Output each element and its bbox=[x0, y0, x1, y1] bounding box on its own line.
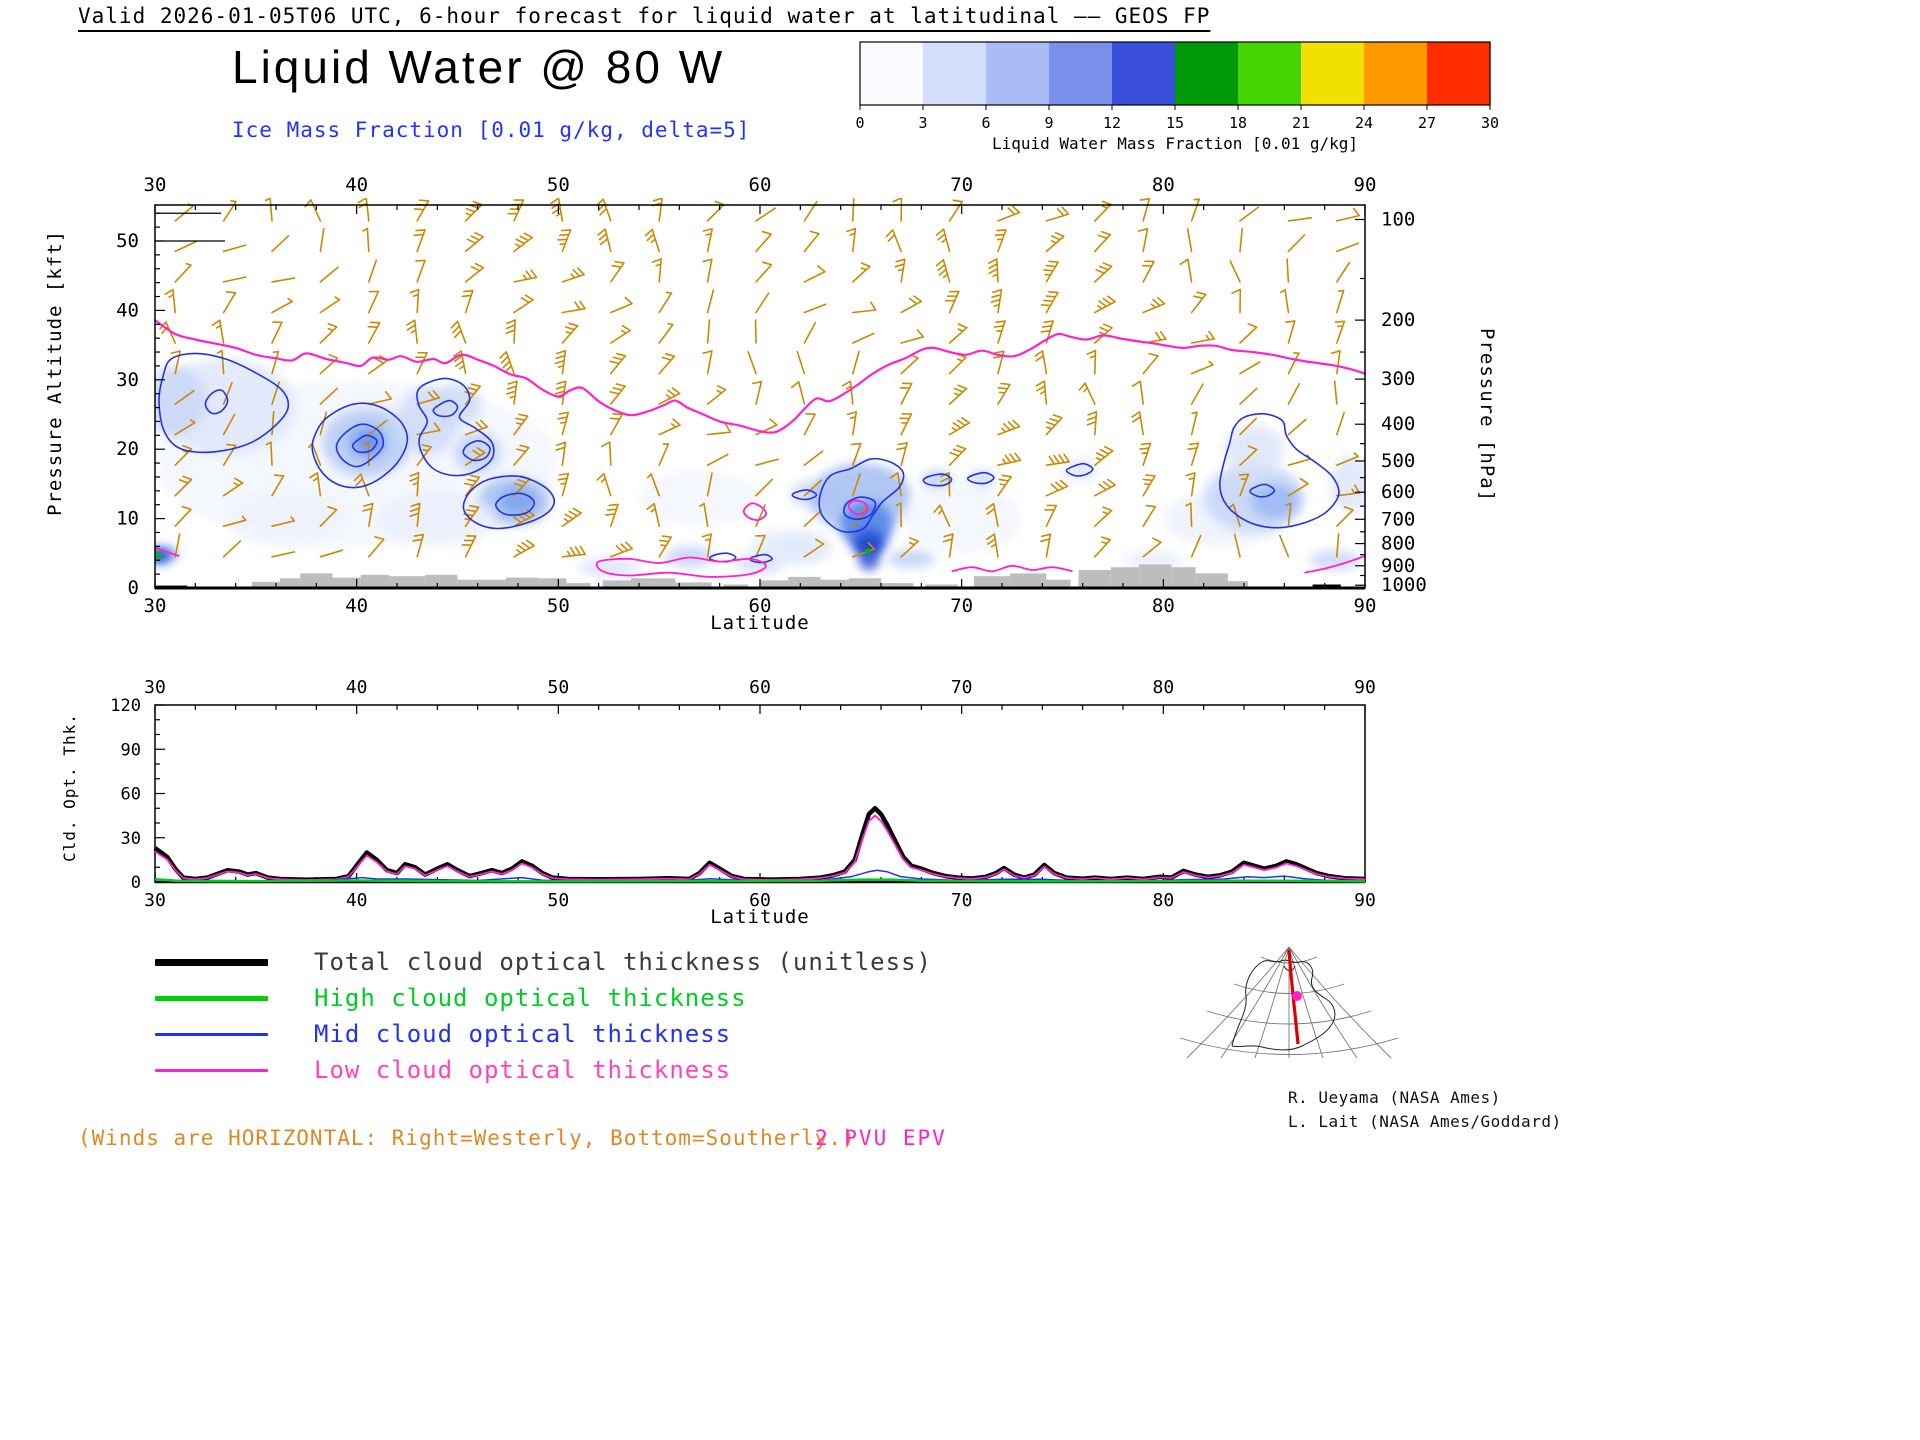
svg-text:30: 30 bbox=[144, 677, 166, 698]
svg-text:800: 800 bbox=[1381, 533, 1415, 555]
svg-text:30: 30 bbox=[144, 595, 167, 617]
legend-swatch bbox=[155, 1032, 268, 1036]
svg-text:0: 0 bbox=[855, 114, 864, 132]
svg-text:60: 60 bbox=[121, 785, 141, 805]
legend: Total cloud optical thickness (unitless)… bbox=[155, 944, 932, 1088]
svg-text:60: 60 bbox=[749, 677, 771, 698]
svg-text:50: 50 bbox=[547, 677, 569, 698]
svg-text:21: 21 bbox=[1292, 114, 1310, 132]
svg-text:70: 70 bbox=[950, 174, 973, 196]
svg-text:80: 80 bbox=[1152, 174, 1175, 196]
svg-text:900: 900 bbox=[1381, 555, 1415, 577]
main-x-axis-title: Latitude bbox=[710, 612, 810, 634]
legend-item: High cloud optical thickness bbox=[155, 980, 932, 1016]
svg-text:70: 70 bbox=[951, 890, 973, 911]
svg-text:120: 120 bbox=[110, 696, 141, 716]
legend-swatch bbox=[155, 1068, 268, 1072]
svg-text:40: 40 bbox=[346, 677, 368, 698]
svg-text:50: 50 bbox=[116, 230, 139, 252]
svg-text:9: 9 bbox=[1044, 114, 1053, 132]
svg-text:30: 30 bbox=[116, 369, 139, 391]
credit-line: R. Ueyama (NASA Ames) bbox=[1288, 1088, 1501, 1107]
header-valid-line: Valid 2026-01-05T06 UTC, 6-hour forecast… bbox=[78, 4, 1211, 28]
bottom-x-axis-title: Latitude bbox=[710, 906, 810, 928]
credit-line: L. Lait (NASA Ames/Goddard) bbox=[1288, 1112, 1562, 1131]
svg-text:24: 24 bbox=[1355, 114, 1373, 132]
svg-text:60: 60 bbox=[749, 174, 772, 196]
svg-text:30: 30 bbox=[144, 174, 167, 196]
svg-text:27: 27 bbox=[1418, 114, 1436, 132]
svg-text:90: 90 bbox=[1354, 890, 1376, 911]
svg-text:12: 12 bbox=[1103, 114, 1121, 132]
svg-text:40: 40 bbox=[345, 595, 368, 617]
legend-item: Total cloud optical thickness (unitless) bbox=[155, 944, 932, 980]
svg-text:90: 90 bbox=[1354, 174, 1377, 196]
svg-text:90: 90 bbox=[1354, 595, 1377, 617]
legend-label: Total cloud optical thickness (unitless) bbox=[314, 948, 932, 976]
svg-text:40: 40 bbox=[116, 299, 139, 321]
svg-text:40: 40 bbox=[345, 174, 368, 196]
svg-text:10: 10 bbox=[116, 508, 139, 530]
svg-text:80: 80 bbox=[1152, 677, 1174, 698]
svg-text:40: 40 bbox=[346, 890, 368, 911]
svg-text:50: 50 bbox=[547, 595, 570, 617]
svg-text:30: 30 bbox=[121, 829, 141, 849]
svg-text:30: 30 bbox=[1481, 114, 1499, 132]
svg-text:60: 60 bbox=[749, 595, 772, 617]
legend-item: Low cloud optical thickness bbox=[155, 1052, 932, 1088]
colorbar: 0 3 6 9 12 15 18 21 24 27 30 Liquid Water Mass Frac… bbox=[855, 41, 1499, 153]
svg-text:80: 80 bbox=[1152, 595, 1175, 617]
legend-label: High cloud optical thickness bbox=[314, 984, 747, 1012]
figure-title: Liquid Water @ 80 W bbox=[232, 41, 726, 93]
svg-text:90: 90 bbox=[1354, 677, 1376, 698]
legend-swatch bbox=[155, 958, 268, 966]
ice-mass-fraction-subtitle: Ice Mass Fraction [0.01 g/kg, delta=5] bbox=[232, 118, 751, 142]
main-cross-section-panel: 3030404050506060707080809090010203040501… bbox=[116, 174, 1427, 617]
legend-label: Mid cloud optical thickness bbox=[314, 1020, 732, 1048]
map-inset bbox=[1179, 946, 1399, 1059]
svg-text:Liquid Water Mass Fraction [0.: Liquid Water Mass Fraction [0.01 g/kg] bbox=[992, 134, 1358, 153]
epv-footnote: 2 PVU EPV bbox=[815, 1126, 947, 1150]
svg-text:0: 0 bbox=[128, 577, 139, 599]
svg-text:20: 20 bbox=[116, 438, 139, 460]
svg-text:100: 100 bbox=[1381, 208, 1415, 230]
svg-text:90: 90 bbox=[121, 740, 141, 760]
svg-text:70: 70 bbox=[951, 677, 973, 698]
winds-footnote: (Winds are HORIZONTAL: Right=Westerly, B… bbox=[78, 1126, 856, 1150]
svg-text:500: 500 bbox=[1381, 450, 1415, 472]
bottom-left-axis-title: Cld. Opt. Thk. bbox=[60, 713, 79, 862]
main-left-axis-title: Pressure Altitude [kft] bbox=[44, 229, 66, 516]
svg-text:15: 15 bbox=[1166, 114, 1184, 132]
svg-text:80: 80 bbox=[1152, 890, 1174, 911]
main-right-axis-title: Pressure [hPa] bbox=[1476, 328, 1498, 503]
svg-text:30: 30 bbox=[144, 890, 166, 911]
svg-text:60: 60 bbox=[749, 890, 771, 911]
svg-text:700: 700 bbox=[1381, 508, 1415, 530]
svg-text:1000: 1000 bbox=[1381, 574, 1427, 596]
svg-text:18: 18 bbox=[1229, 114, 1247, 132]
legend-label: Low cloud optical thickness bbox=[314, 1056, 732, 1084]
svg-text:0: 0 bbox=[131, 873, 141, 893]
svg-text:600: 600 bbox=[1381, 481, 1415, 503]
legend-swatch bbox=[155, 995, 268, 1001]
svg-text:70: 70 bbox=[950, 595, 973, 617]
svg-text:300: 300 bbox=[1381, 368, 1415, 390]
svg-text:400: 400 bbox=[1381, 413, 1415, 435]
svg-text:50: 50 bbox=[547, 174, 570, 196]
svg-text:3: 3 bbox=[918, 114, 927, 132]
svg-text:200: 200 bbox=[1381, 309, 1415, 331]
svg-text:50: 50 bbox=[547, 890, 569, 911]
legend-item: Mid cloud optical thickness bbox=[155, 1016, 932, 1052]
svg-text:6: 6 bbox=[981, 114, 990, 132]
